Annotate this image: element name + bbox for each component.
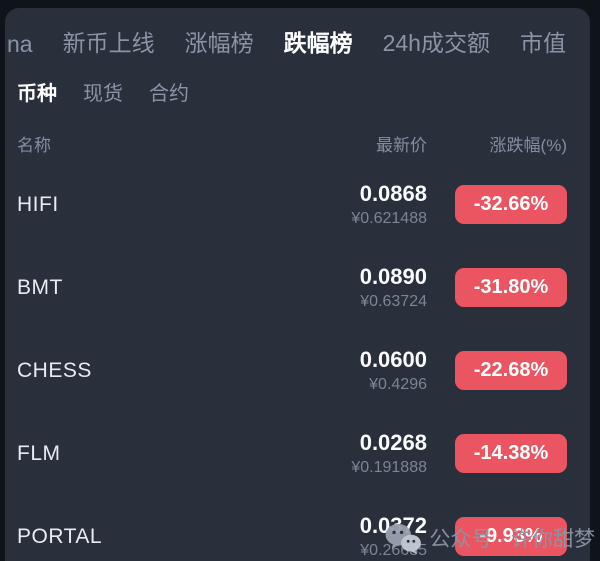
latest-price: 0.0890	[359, 264, 427, 290]
coin-row-chess[interactable]: CHESS 0.0600 ¥0.4296 -22.68%	[17, 329, 567, 412]
coin-symbol: CHESS	[17, 358, 92, 382]
table-header: 名称 最新价 涨跌幅(%)	[5, 106, 590, 156]
header-change-percent: 涨跌幅(%)	[489, 136, 567, 155]
change-badge: -32.66%	[455, 185, 567, 224]
latest-price: 0.0868	[359, 181, 427, 207]
coin-symbol: BMT	[17, 275, 63, 299]
tab-24h-volume[interactable]: 24h成交额	[382, 30, 490, 56]
subtab-coins[interactable]: 币种	[17, 83, 57, 105]
price-stack: 0.0372 ¥0.26635	[277, 513, 427, 559]
change-badge: -9.93%	[455, 517, 567, 556]
coin-list: HIFI 0.0868 ¥0.621488 -32.66% BMT 0.0890…	[5, 163, 590, 561]
price-stack: 0.0868 ¥0.621488	[277, 181, 427, 227]
price-stack: 0.0268 ¥0.191888	[277, 430, 427, 476]
cny-price: ¥0.191888	[351, 458, 427, 476]
change-badge: -22.68%	[455, 351, 567, 390]
coin-row-bmt[interactable]: BMT 0.0890 ¥0.63724 -31.80%	[17, 246, 567, 329]
change-badge: -31.80%	[455, 268, 567, 307]
coin-symbol: HIFI	[17, 192, 59, 216]
cny-price: ¥0.26635	[360, 541, 427, 559]
coin-row-hifi[interactable]: HIFI 0.0868 ¥0.621488 -32.66%	[17, 163, 567, 246]
subtab-spot[interactable]: 现货	[83, 83, 123, 105]
latest-price: 0.0268	[359, 430, 427, 456]
tab-losers[interactable]: 跌幅榜	[283, 30, 353, 56]
tab-gainers[interactable]: 涨幅榜	[184, 30, 254, 56]
cny-price: ¥0.4296	[369, 375, 427, 393]
cny-price: ¥0.63724	[360, 292, 427, 310]
latest-price: 0.0600	[359, 347, 427, 373]
tab-partial-na[interactable]: na	[7, 31, 33, 57]
coin-symbol: FLM	[17, 441, 61, 465]
coin-row-flm[interactable]: FLM 0.0268 ¥0.191888 -14.38%	[17, 412, 567, 495]
subtab-futures[interactable]: 合约	[149, 83, 189, 105]
top-tab-bar: na 新币上线 涨幅榜 跌幅榜 24h成交额 市值	[5, 8, 590, 58]
change-badge: -14.38%	[455, 434, 567, 473]
sub-tab-bar: 币种 现货 合约	[5, 58, 590, 106]
cny-price: ¥0.621488	[351, 209, 427, 227]
price-stack: 0.0600 ¥0.4296	[277, 347, 427, 393]
header-latest-price: 最新价	[376, 136, 427, 155]
market-ranking-panel: na 新币上线 涨幅榜 跌幅榜 24h成交额 市值 币种 现货 合约 名称 最新…	[5, 8, 590, 561]
coin-symbol: PORTAL	[17, 524, 103, 548]
header-name: 名称	[17, 136, 51, 155]
latest-price: 0.0372	[359, 513, 427, 539]
tab-market-cap[interactable]: 市值	[519, 30, 566, 56]
coin-row-portal[interactable]: PORTAL 0.0372 ¥0.26635 -9.93%	[17, 495, 567, 561]
tab-new-listings[interactable]: 新币上线	[62, 30, 155, 56]
price-stack: 0.0890 ¥0.63724	[277, 264, 427, 310]
